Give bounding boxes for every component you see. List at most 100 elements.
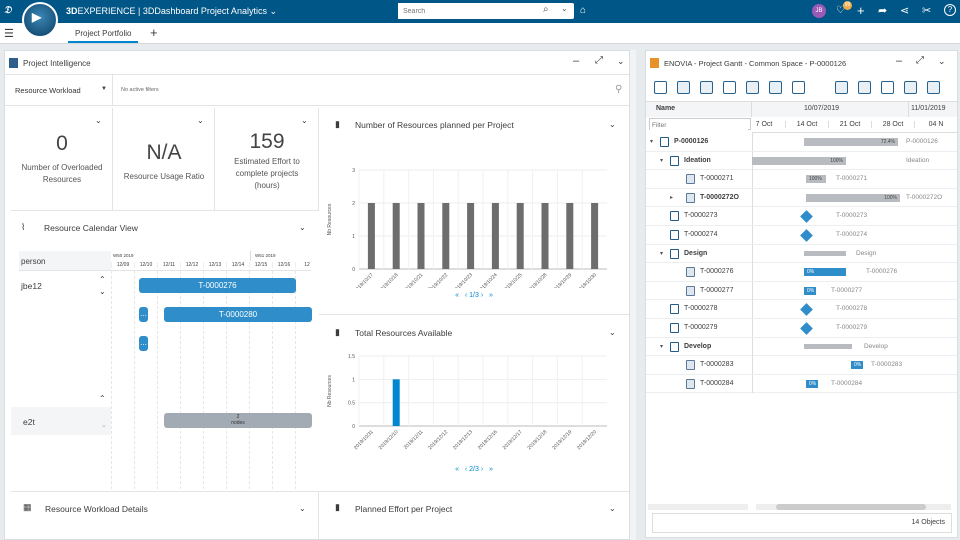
collapse-icon[interactable]: ⌃ [99, 394, 106, 403]
gantt-bar[interactable]: 72.4% [804, 138, 898, 146]
gantt-bar[interactable] [804, 250, 846, 256]
maximize-icon[interactable]: ⤢ [916, 55, 924, 66]
gantt-row[interactable]: ▾ Design Design [646, 244, 957, 264]
indent-icon[interactable] [835, 81, 848, 94]
filter-icon[interactable]: ⚲ [615, 84, 623, 95]
splitter[interactable] [630, 50, 636, 540]
right-scrollbar[interactable] [756, 504, 951, 510]
chevron-down-icon[interactable]: ⌄ [269, 6, 278, 16]
hierarchy-icon[interactable] [723, 81, 736, 94]
gantt-bar[interactable]: 0% [851, 361, 863, 370]
zoom-in-icon[interactable] [677, 81, 690, 94]
more-button[interactable]: ... [139, 307, 148, 322]
gantt-row[interactable]: T-0000283 0% T-0000283 [646, 356, 957, 375]
milestone-diamond[interactable] [800, 322, 813, 335]
search-icon[interactable]: ⌕ [543, 4, 549, 15]
menu-icon[interactable]: ☰ [4, 28, 14, 40]
forward-icon[interactable]: ➦ [878, 5, 888, 17]
first-page-icon[interactable]: « [455, 292, 459, 299]
search-chevron-icon[interactable]: ⌄ [561, 4, 568, 13]
scroll-thumb[interactable] [776, 504, 926, 510]
next-page-icon[interactable]: › [480, 292, 484, 299]
expand-icon[interactable]: ▸ [670, 194, 674, 201]
expand-icon[interactable]: ▾ [660, 157, 664, 164]
gantt-bar[interactable]: 0% [804, 268, 846, 277]
left-scrollbar[interactable] [648, 504, 748, 510]
first-page-icon[interactable]: « [455, 466, 459, 473]
avatar[interactable]: JB [812, 4, 826, 18]
minimize-icon[interactable]: – [896, 55, 903, 67]
milestone-diamond[interactable] [800, 210, 813, 224]
zoom-out-icon[interactable] [700, 81, 713, 94]
last-page-icon[interactable]: » [489, 466, 493, 473]
list-icon[interactable] [927, 81, 940, 94]
planned-menu-icon[interactable]: ⌄ [609, 504, 616, 513]
gantt-row[interactable]: ▾ P-0000126 72.4% P-0000126 [646, 133, 957, 152]
milestone-diamond[interactable] [800, 303, 813, 317]
add-icon[interactable]: + [857, 3, 865, 18]
tile-menu-icon[interactable]: ⌄ [95, 116, 102, 125]
gantt-row[interactable]: ▸ T-0000272O 100% T-0000272O [646, 188, 957, 208]
gantt-row[interactable]: T-0000273 T-0000273 [646, 207, 957, 226]
settings-icon[interactable] [746, 81, 759, 94]
calendar-menu-icon[interactable]: ⌄ [299, 223, 306, 232]
search-box[interactable]: ⌕ ⌄ [398, 3, 574, 19]
scroll-down-icon[interactable]: ⌄ [99, 287, 106, 296]
tools-icon[interactable]: ✂ [922, 5, 932, 17]
chart-menu-icon[interactable]: ⌄ [609, 328, 616, 337]
gantt-bar[interactable]: 0% [806, 379, 818, 388]
critical-path-icon[interactable] [904, 81, 917, 94]
grouped-nodes-bar[interactable]: 2 nodes [164, 413, 312, 428]
gantt-bar[interactable]: 100% [806, 193, 900, 202]
app-name[interactable]: Project Analytics [200, 6, 267, 16]
notes-icon[interactable] [792, 81, 805, 94]
resource-row-label[interactable]: jbe12 [21, 281, 42, 291]
gantt-row[interactable]: T-0000271 100% T-0000271 [646, 170, 957, 189]
expand-icon[interactable]: ▾ [650, 139, 654, 145]
chart-pager[interactable]: « ‹ 1/3 › » [319, 292, 629, 299]
gantt-bar[interactable] [804, 343, 852, 349]
gantt-bar[interactable]: 0% [804, 286, 816, 295]
milestone-diamond[interactable] [800, 229, 813, 242]
link-icon[interactable] [881, 81, 894, 94]
resource-row-label[interactable]: e2t [23, 417, 35, 427]
prev-page-icon[interactable]: ‹ [464, 466, 468, 473]
tile-menu-icon[interactable]: ⌄ [197, 116, 204, 125]
filter-field[interactable] [649, 118, 751, 131]
last-page-icon[interactable]: » [489, 292, 493, 299]
widget-menu-icon[interactable]: ⌄ [938, 56, 946, 66]
search-input[interactable] [398, 3, 538, 19]
ds-logo-icon[interactable]: 𝔇 [4, 5, 12, 16]
maximize-icon[interactable]: ⤢ [595, 55, 603, 66]
tag-icon[interactable]: ⌂ [580, 5, 587, 16]
next-page-icon[interactable]: › [480, 466, 484, 473]
resource-workload-select[interactable]: Resource Workload [15, 86, 81, 95]
gantt-row[interactable]: T-0000274 T-0000274 [646, 226, 957, 245]
gantt-row[interactable]: ▾ Ideation 100% Ideation [646, 151, 957, 171]
minimize-icon[interactable]: – [573, 55, 580, 67]
filter-icon[interactable] [769, 81, 782, 94]
gantt-row[interactable]: T-0000279 T-0000279 [646, 319, 957, 338]
gantt-filter-input[interactable] [650, 120, 748, 131]
share-icon[interactable]: ⋖ [900, 5, 910, 17]
gantt-bar[interactable]: 100% [752, 156, 846, 165]
more-button[interactable]: ... [139, 336, 148, 351]
tab-project-portfolio[interactable]: Project Portfolio [68, 23, 139, 43]
share-notifications-icon[interactable]: ♡ [836, 5, 845, 16]
scroll-up-icon[interactable]: ⌃ [99, 275, 106, 284]
gantt-bar[interactable]: 100% [806, 175, 826, 184]
task-bar[interactable]: T-0000276 [139, 278, 296, 293]
chart-pager[interactable]: « ‹ 2/3 › » [319, 466, 629, 473]
gantt-row[interactable]: ▾ Develop Develop [646, 337, 957, 357]
task-bar[interactable]: T-0000280 [164, 307, 312, 322]
outdent-icon[interactable] [858, 81, 871, 94]
select-caret-icon[interactable]: ▼ [101, 86, 107, 92]
gantt-row[interactable]: T-0000277 0% T-0000277 [646, 281, 957, 301]
gantt-row[interactable]: T-0000284 0% T-0000284 [646, 374, 957, 394]
fit-icon[interactable] [654, 81, 667, 94]
add-tab-button[interactable]: + [150, 25, 158, 40]
widget-menu-icon[interactable]: ⌄ [617, 56, 625, 66]
chart-menu-icon[interactable]: ⌄ [609, 120, 616, 129]
tile-menu-icon[interactable]: ⌄ [301, 116, 308, 125]
expand-icon[interactable]: ▾ [660, 250, 664, 257]
